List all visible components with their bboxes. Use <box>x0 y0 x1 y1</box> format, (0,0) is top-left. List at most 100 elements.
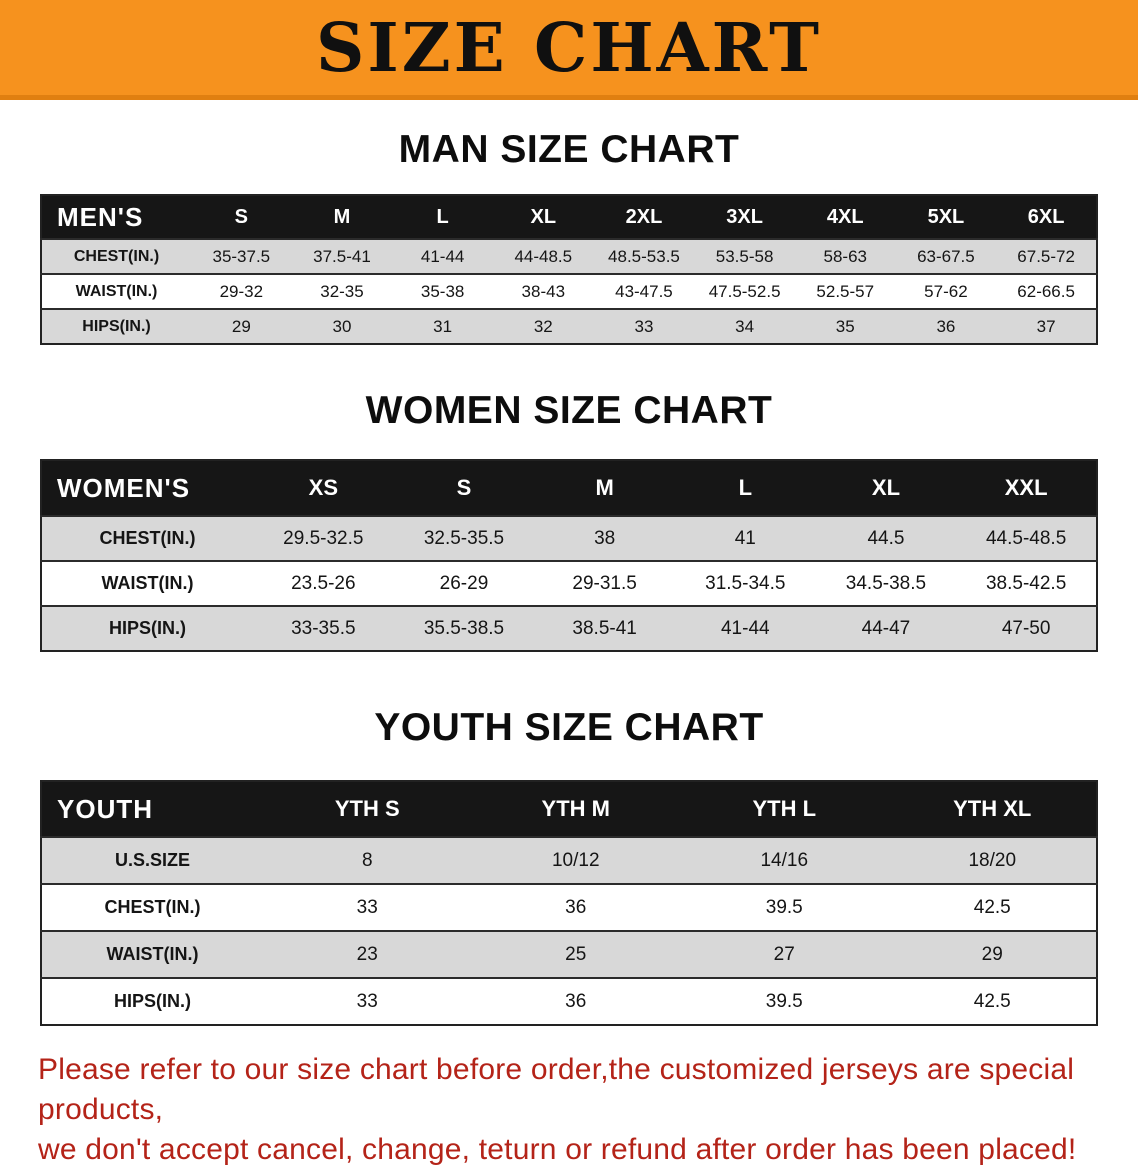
size-column-header: YTH S <box>263 781 472 837</box>
value-cell: 31.5-34.5 <box>674 560 816 606</box>
value-cell: 41-44 <box>674 605 816 651</box>
men-section-heading: MAN SIZE CHART <box>398 128 740 171</box>
value-cell: 36 <box>471 977 680 1025</box>
table-row: WAIST(IN.) 29-32 32-35 35-38 38-43 43-47.5 47.… <box>41 273 1097 309</box>
footer-note: Please refer to our size chart before or… <box>38 1050 1100 1170</box>
size-column-header: XS <box>253 460 394 516</box>
table-title-cell: WOMEN'S <box>41 460 253 516</box>
size-column-header: 4XL <box>794 195 896 239</box>
value-cell: 41 <box>674 515 816 561</box>
size-column-header: M <box>291 195 393 239</box>
row-label-cell: HIPS(IN.) <box>41 308 191 344</box>
value-cell: 44-47 <box>815 605 957 651</box>
row-label-cell: WAIST(IN.) <box>41 273 191 309</box>
value-cell: 35-37.5 <box>191 238 292 274</box>
value-cell: 36 <box>471 883 680 931</box>
size-column-header: 3XL <box>694 195 795 239</box>
size-column-header: XL <box>815 460 957 516</box>
value-cell: 47.5-52.5 <box>694 273 795 309</box>
value-cell: 29.5-32.5 <box>253 515 394 561</box>
value-cell: 29 <box>888 930 1097 978</box>
value-cell: 33 <box>263 883 472 931</box>
women-section-heading: WOMEN SIZE CHART <box>365 389 773 432</box>
value-cell: 42.5 <box>888 883 1097 931</box>
value-cell: 38-43 <box>492 273 594 309</box>
value-cell: 18/20 <box>888 836 1097 884</box>
value-cell: 14/16 <box>680 836 889 884</box>
size-column-header: XXL <box>956 460 1097 516</box>
value-cell: 39.5 <box>680 883 889 931</box>
table-title-cell: MEN'S <box>41 195 191 239</box>
value-cell: 37 <box>996 308 1097 344</box>
row-label-cell: HIPS(IN.) <box>41 977 263 1025</box>
row-label-cell: CHEST(IN.) <box>41 515 253 561</box>
table-row: HIPS(IN.) 29 30 31 32 33 34 35 36 37 <box>41 308 1097 344</box>
value-cell: 53.5-58 <box>694 238 795 274</box>
youth-size-section: YOUTH SIZE CHART YOUTH YTH S YTH M YTH L YTH… <box>0 706 1138 1026</box>
size-column-header: 2XL <box>593 195 695 239</box>
value-cell: 57-62 <box>895 273 997 309</box>
value-cell: 43-47.5 <box>593 273 695 309</box>
value-cell: 48.5-53.5 <box>593 238 695 274</box>
row-label-cell: CHEST(IN.) <box>41 883 263 931</box>
note-line-1: Please refer to our size chart before or… <box>38 1053 1075 1126</box>
value-cell: 37.5-41 <box>291 238 393 274</box>
value-cell: 32.5-35.5 <box>393 515 535 561</box>
women-size-table: WOMEN'S XS S M L XL XXL CHEST(IN.) 29.5-32.5 32.5… <box>40 459 1098 652</box>
value-cell: 32-35 <box>291 273 393 309</box>
value-cell: 8 <box>263 836 472 884</box>
men-size-section: MAN SIZE CHART MEN'S S M L XL 2XL 3XL 4XL 5XL 6XL… <box>0 128 1138 345</box>
row-label-cell: HIPS(IN.) <box>41 605 253 651</box>
banner-title: SIZE CHART <box>315 8 822 87</box>
value-cell: 62-66.5 <box>996 273 1097 309</box>
value-cell: 26-29 <box>393 560 535 606</box>
size-column-header: L <box>392 195 493 239</box>
value-cell: 38.5-41 <box>534 605 675 651</box>
youth-section-heading: YOUTH SIZE CHART <box>374 706 764 749</box>
table-row: HIPS(IN.) 33-35.5 35.5-38.5 38.5-41 41-44 44-… <box>41 605 1097 651</box>
size-chart-banner: SIZE CHART <box>0 0 1138 100</box>
value-cell: 35.5-38.5 <box>393 605 535 651</box>
value-cell: 23 <box>263 930 472 978</box>
value-cell: 29-32 <box>191 273 292 309</box>
table-row: CHEST(IN.) 33 36 39.5 42.5 <box>41 883 1097 931</box>
value-cell: 41-44 <box>392 238 493 274</box>
table-row: CHEST(IN.) 29.5-32.5 32.5-35.5 38 41 44.5 44.5… <box>41 515 1097 561</box>
table-row: HIPS(IN.) 33 36 39.5 42.5 <box>41 977 1097 1025</box>
value-cell: 23.5-26 <box>253 560 394 606</box>
value-cell: 36 <box>895 308 997 344</box>
row-label-cell: WAIST(IN.) <box>41 560 253 606</box>
value-cell: 35 <box>794 308 896 344</box>
value-cell: 31 <box>392 308 493 344</box>
table-header-row: YOUTH YTH S YTH M YTH L YTH XL <box>41 781 1097 837</box>
value-cell: 34.5-38.5 <box>815 560 957 606</box>
value-cell: 44-48.5 <box>492 238 594 274</box>
value-cell: 63-67.5 <box>895 238 997 274</box>
value-cell: 33-35.5 <box>253 605 394 651</box>
men-size-table: MEN'S S M L XL 2XL 3XL 4XL 5XL 6XL CHEST(IN.) 35-37… <box>40 194 1098 345</box>
value-cell: 38.5-42.5 <box>956 560 1097 606</box>
value-cell: 44.5-48.5 <box>956 515 1097 561</box>
value-cell: 25 <box>471 930 680 978</box>
row-label-cell: CHEST(IN.) <box>41 238 191 274</box>
value-cell: 33 <box>263 977 472 1025</box>
table-header-row: WOMEN'S XS S M L XL XXL <box>41 460 1097 516</box>
value-cell: 29 <box>191 308 292 344</box>
youth-size-table: YOUTH YTH S YTH M YTH L YTH XL U.S.SIZE 8 10/12… <box>40 780 1098 1026</box>
value-cell: 33 <box>593 308 695 344</box>
size-charts-main: MAN SIZE CHART MEN'S S M L XL 2XL 3XL 4XL 5XL 6XL… <box>0 128 1138 1026</box>
value-cell: 58-63 <box>794 238 896 274</box>
size-column-header: YTH XL <box>888 781 1097 837</box>
value-cell: 34 <box>694 308 795 344</box>
table-row: WAIST(IN.) 23 25 27 29 <box>41 930 1097 978</box>
table-header-row: MEN'S S M L XL 2XL 3XL 4XL 5XL 6XL <box>41 195 1097 239</box>
size-column-header: M <box>534 460 675 516</box>
size-column-header: S <box>393 460 535 516</box>
table-row: U.S.SIZE 8 10/12 14/16 18/20 <box>41 836 1097 884</box>
value-cell: 32 <box>492 308 594 344</box>
size-column-header: XL <box>492 195 594 239</box>
size-column-header: L <box>674 460 816 516</box>
row-label-cell: WAIST(IN.) <box>41 930 263 978</box>
value-cell: 47-50 <box>956 605 1097 651</box>
value-cell: 42.5 <box>888 977 1097 1025</box>
